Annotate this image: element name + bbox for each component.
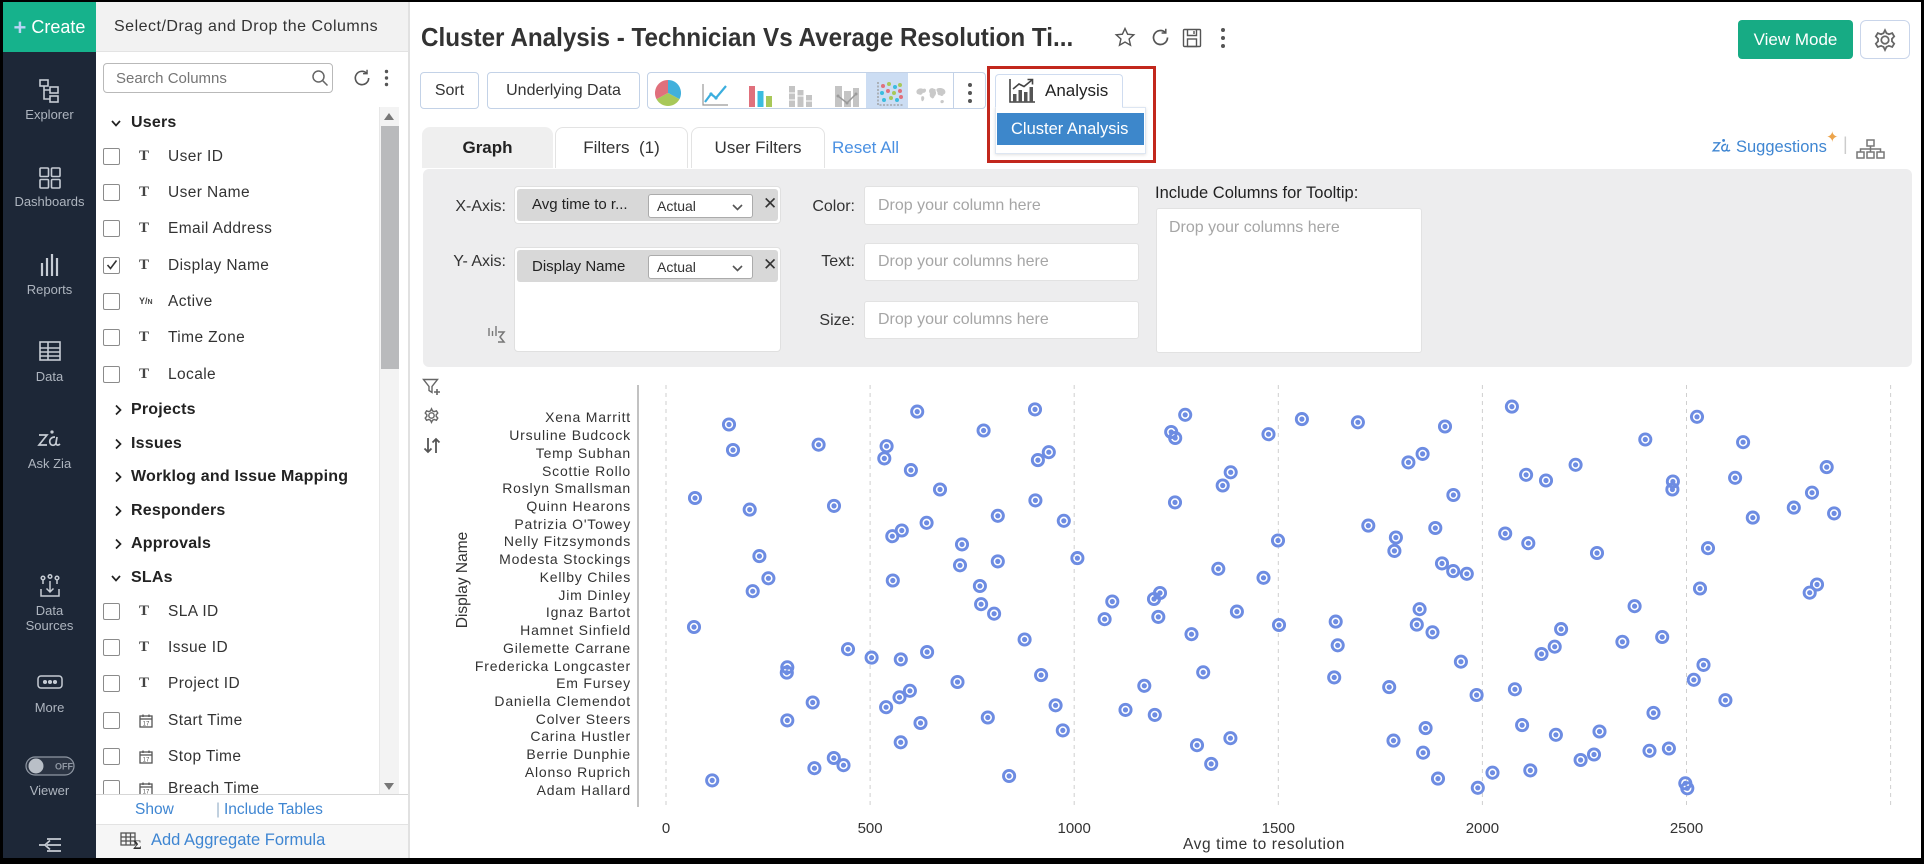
svg-text:Σ: Σ bbox=[133, 837, 142, 850]
svg-text:17: 17 bbox=[143, 722, 150, 728]
svg-text:17: 17 bbox=[143, 790, 150, 795]
svg-text:OFF: OFF bbox=[55, 762, 73, 772]
svg-text:17: 17 bbox=[143, 758, 150, 764]
